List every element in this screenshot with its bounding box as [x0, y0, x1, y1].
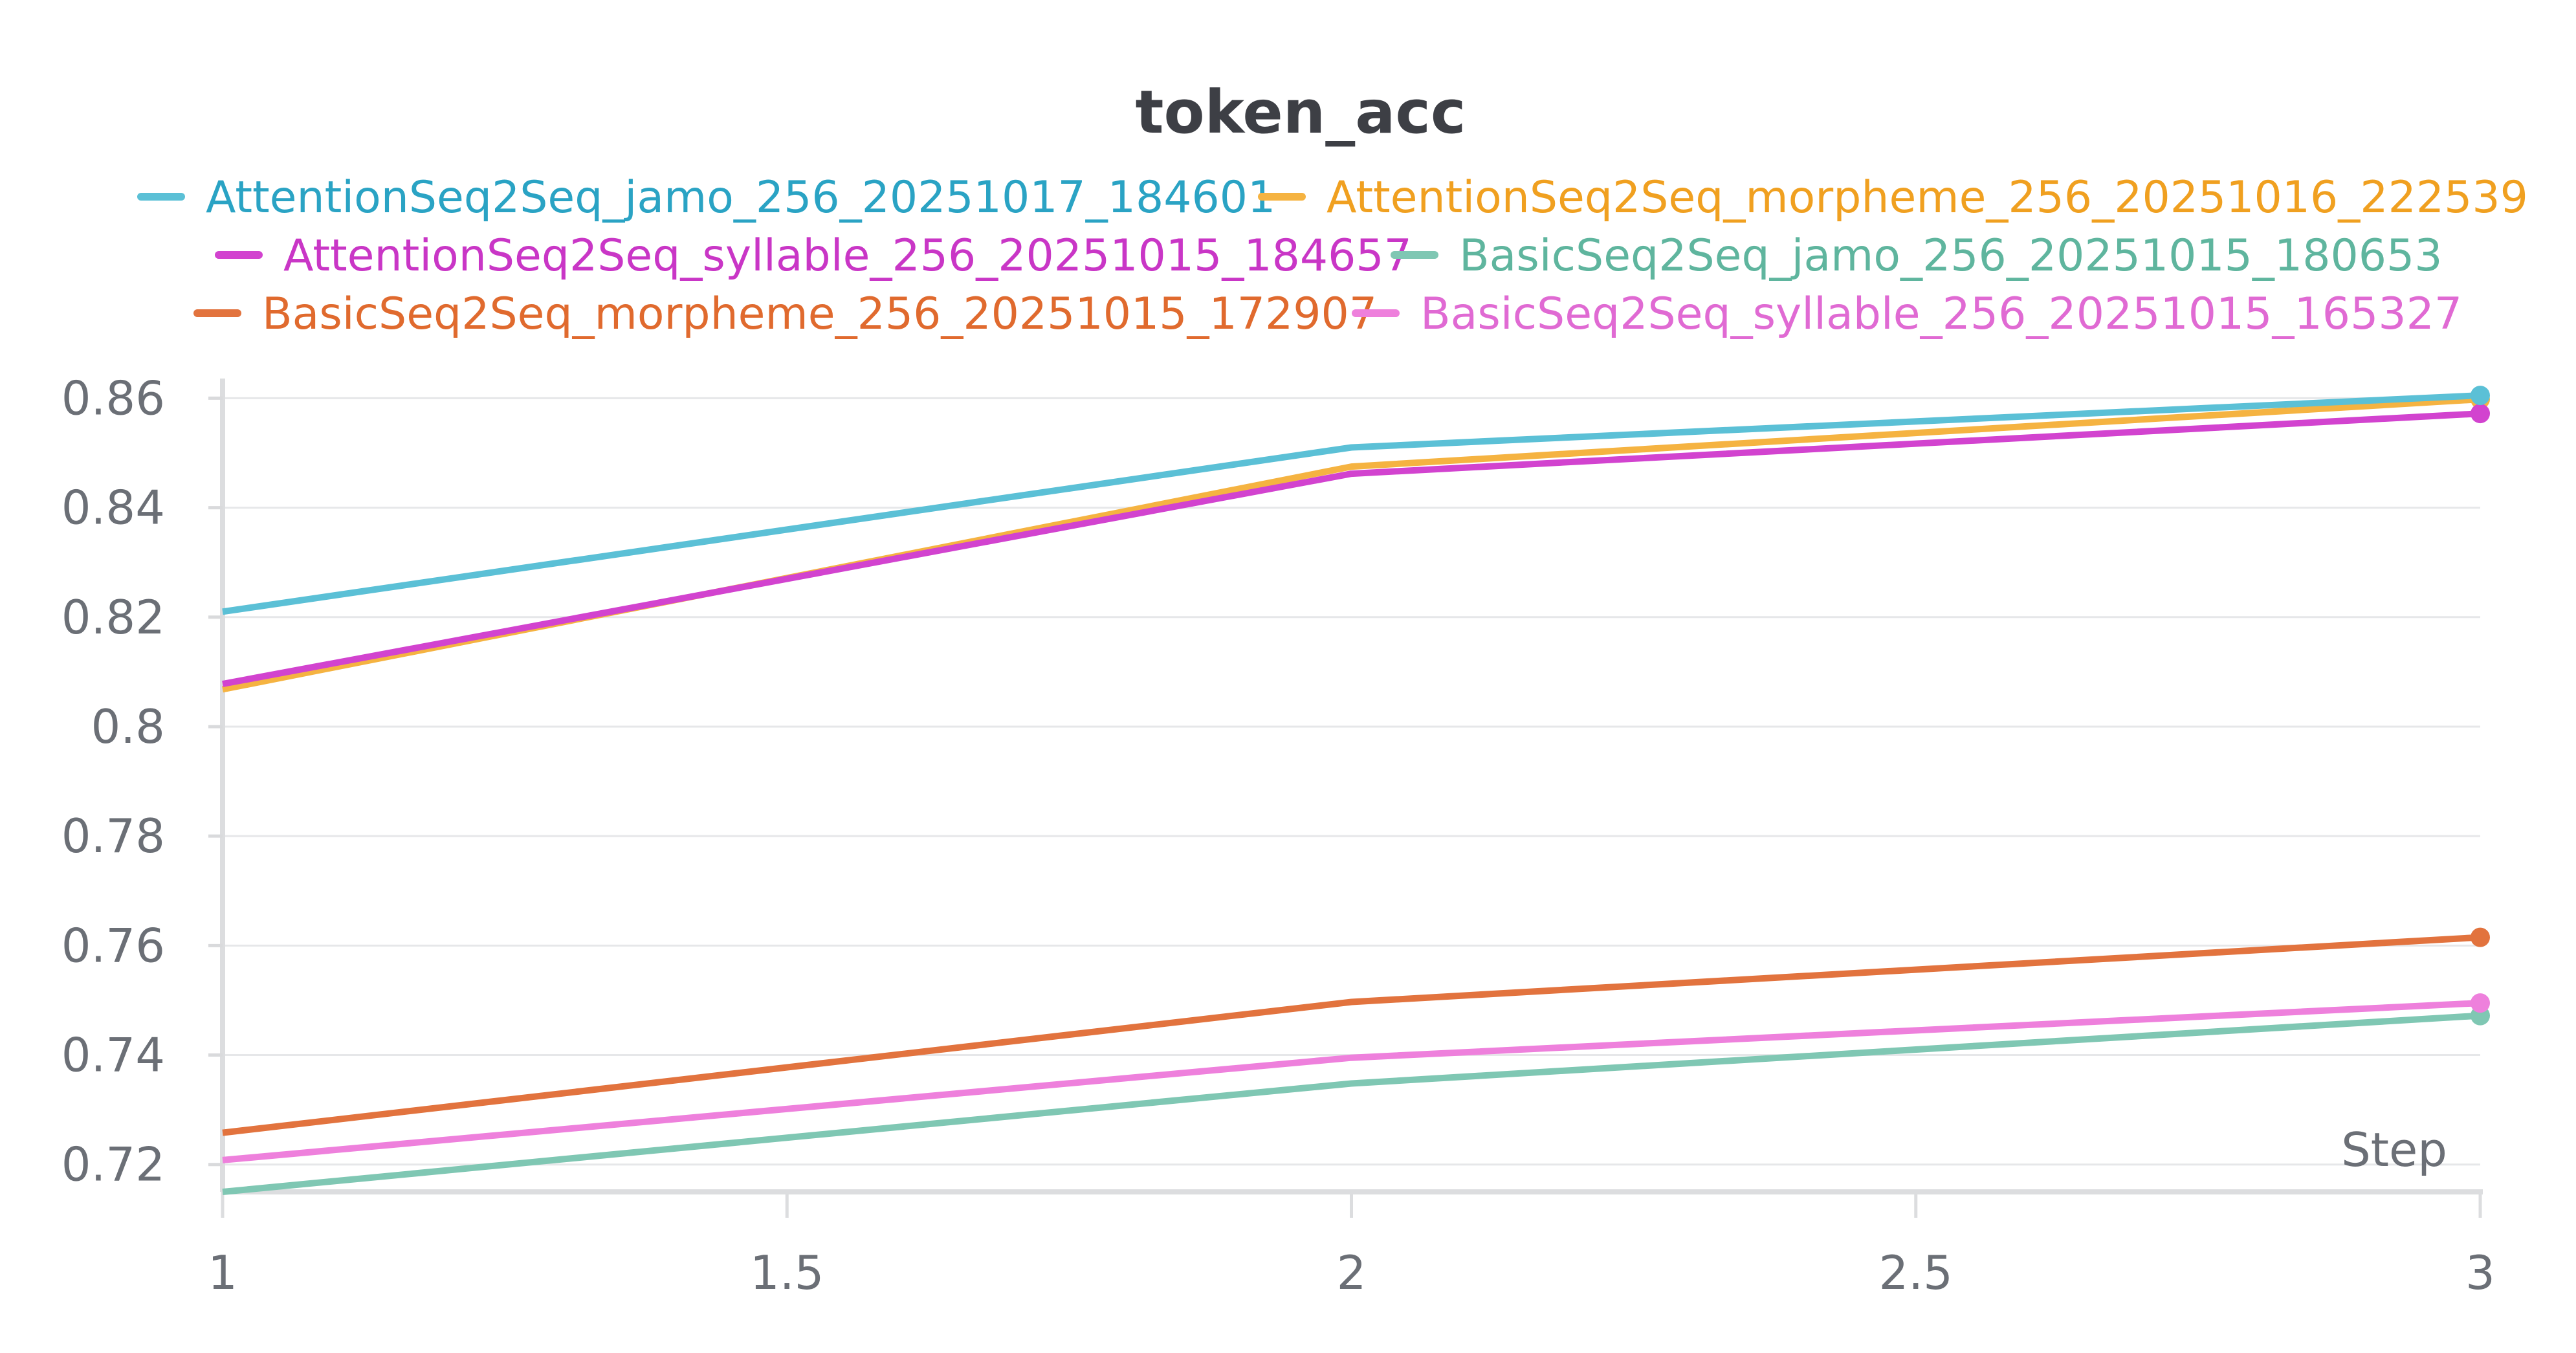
series-end-point[interactable]	[2471, 404, 2490, 424]
series-line[interactable]	[222, 1012, 2481, 1195]
series-line[interactable]	[222, 1000, 2481, 1163]
series-line[interactable]	[222, 934, 2481, 1136]
y-tick-label: 0.86	[61, 371, 165, 425]
legend-label: AttentionSeq2Seq_jamo_256_20251017_18460…	[206, 172, 1275, 223]
y-tick-label: 0.84	[61, 481, 165, 535]
legend-label: BasicSeq2Seq_syllable_256_20251015_16532…	[1420, 289, 2462, 340]
y-tick-label: 0.74	[61, 1028, 165, 1083]
y-tick-label: 0.76	[61, 918, 165, 973]
x-tick-label: 2	[1337, 1246, 1367, 1300]
legend-label: BasicSeq2Seq_jamo_256_20251015_180653	[1459, 230, 2443, 281]
legend-item[interactable]: BasicSeq2Seq_morpheme_256_20251015_17290…	[193, 289, 1377, 340]
series-line[interactable]	[222, 396, 2481, 693]
axes	[220, 379, 2483, 1194]
series-lines[interactable]	[222, 392, 2481, 1195]
y-tick-label: 0.72	[61, 1138, 165, 1192]
y-tick-label: 0.8	[91, 699, 165, 754]
grid-lines	[223, 397, 2480, 1166]
legend[interactable]: AttentionSeq2Seq_jamo_256_20251017_18460…	[137, 172, 2528, 340]
legend-label: AttentionSeq2Seq_syllable_256_20251015_1…	[283, 230, 1412, 281]
x-tick-label: 1.5	[750, 1246, 824, 1300]
legend-item[interactable]: BasicSeq2Seq_jamo_256_20251015_180653	[1391, 230, 2443, 281]
series-end-point[interactable]	[2471, 993, 2490, 1013]
series-line[interactable]	[222, 392, 2481, 615]
legend-item[interactable]: BasicSeq2Seq_syllable_256_20251015_16532…	[1352, 289, 2462, 340]
legend-item[interactable]: AttentionSeq2Seq_morpheme_256_20251016_2…	[1258, 172, 2528, 223]
x-tick-label: 1	[208, 1246, 237, 1300]
y-axis-ticks: 0.72 0.74 0.76 0.78 0.8 0.82 0.84 0.86	[61, 371, 223, 1192]
series-end-point[interactable]	[2471, 927, 2490, 947]
x-tick-label: 2.5	[1878, 1246, 1953, 1300]
y-tick-label: 0.82	[61, 590, 165, 644]
legend-item[interactable]: AttentionSeq2Seq_jamo_256_20251017_18460…	[137, 172, 1275, 223]
legend-item[interactable]: AttentionSeq2Seq_syllable_256_20251015_1…	[215, 230, 1412, 281]
x-tick-label: 3	[2465, 1246, 2495, 1300]
legend-label: BasicSeq2Seq_morpheme_256_20251015_17290…	[262, 289, 1377, 340]
series-line[interactable]	[222, 410, 2481, 687]
series-end-point[interactable]	[2471, 386, 2490, 406]
y-tick-label: 0.78	[61, 809, 165, 863]
series-end-points[interactable]	[2471, 386, 2490, 1026]
chart-title: token_acc	[1136, 78, 1466, 147]
x-axis-ticks: 1 1.5 2 2.5 3	[208, 1192, 2495, 1300]
legend-label: AttentionSeq2Seq_morpheme_256_20251016_2…	[1327, 172, 2528, 223]
x-axis-label: Step	[2341, 1123, 2447, 1177]
